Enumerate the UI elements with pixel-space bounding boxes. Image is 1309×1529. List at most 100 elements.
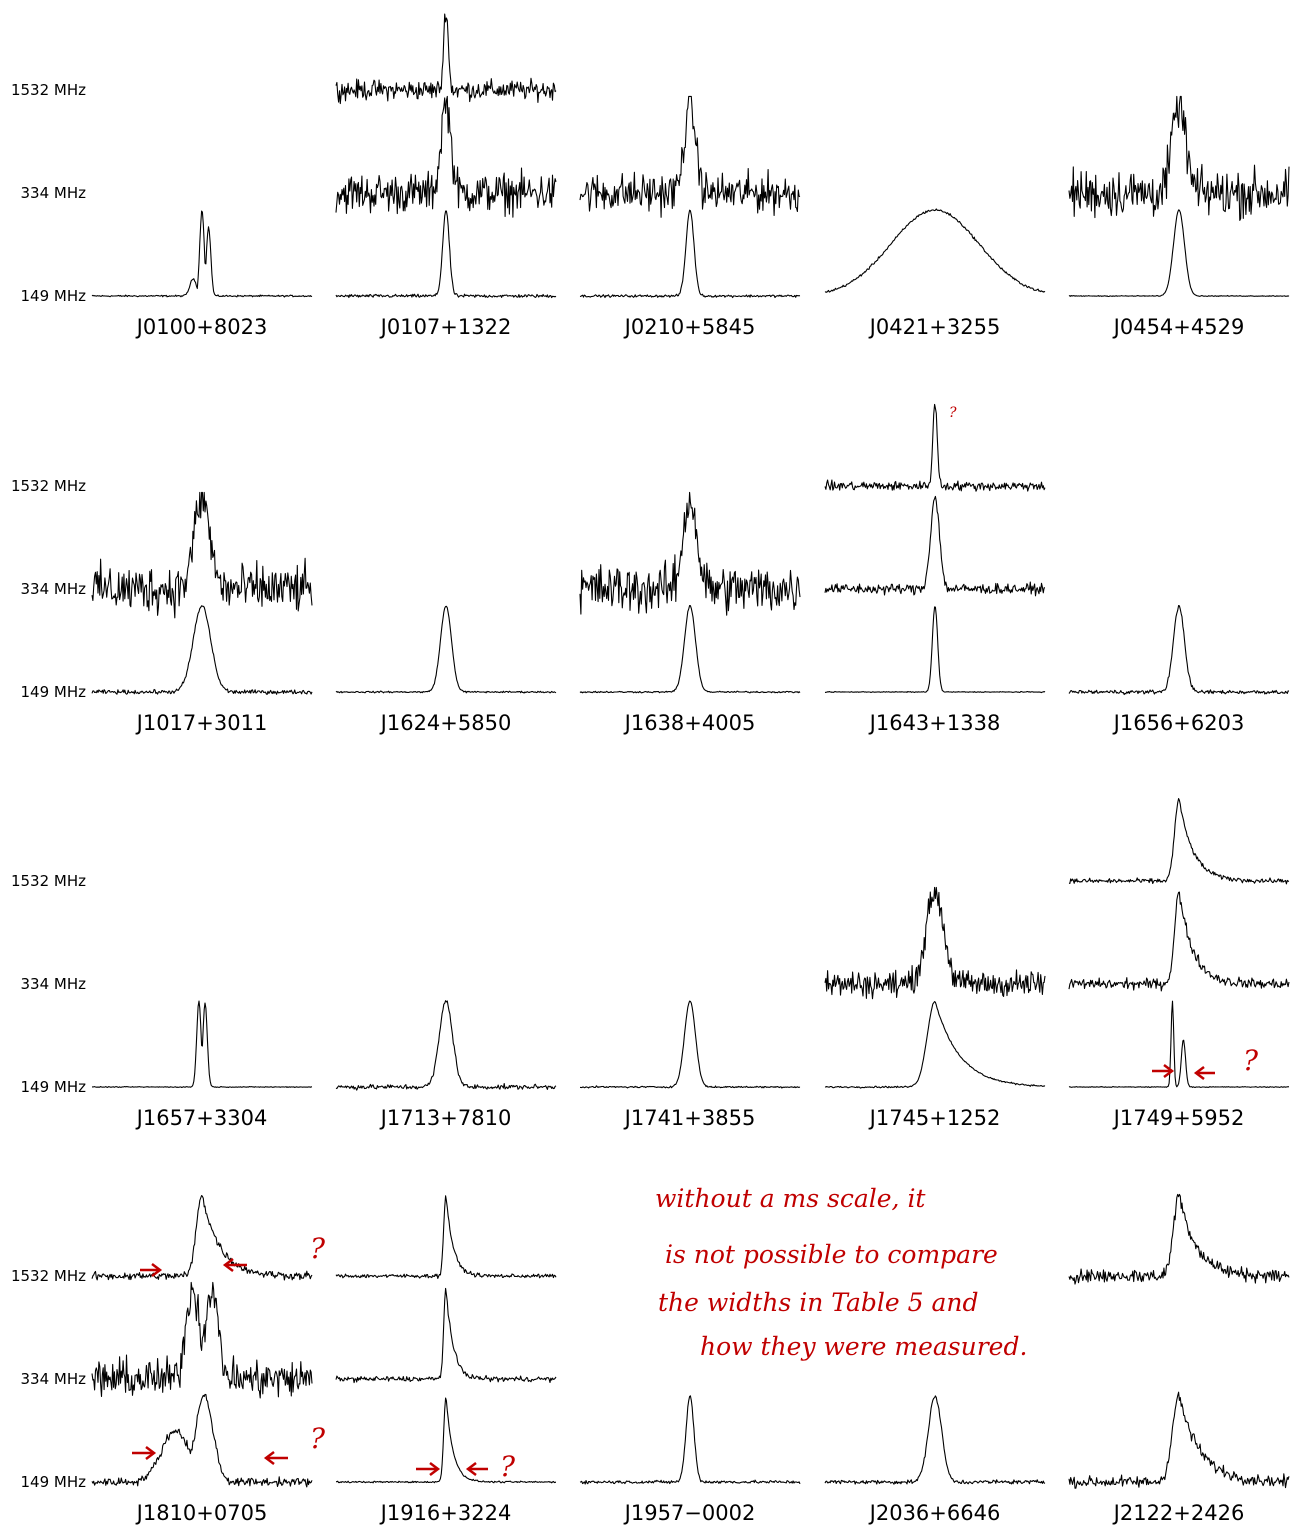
- reviewer-note-line-3: the widths in Table 5 and: [658, 1288, 979, 1317]
- frequency-label: 334 MHz: [21, 184, 87, 202]
- profile-1532-mhz: [824, 403, 1046, 492]
- profile-149-mhz: [335, 210, 557, 299]
- profile-334-mhz: [824, 886, 1046, 1000]
- panel-J1643+1338: J1643+1338: [824, 403, 1046, 735]
- profile-1532-mhz: [335, 13, 557, 105]
- pulsar-name: J1657+3304: [135, 1106, 268, 1130]
- panel-J1713+7810: J1713+7810: [335, 1000, 557, 1130]
- panel-J2036+6646: J2036+6646: [824, 1395, 1046, 1525]
- pulsar-name: J1749+5952: [1112, 1106, 1245, 1130]
- frequency-label: 149 MHz: [21, 287, 87, 305]
- frequency-label: 1532 MHz: [11, 81, 86, 99]
- profile-149-mhz: [580, 1000, 801, 1089]
- profile-149-mhz: [92, 1000, 313, 1089]
- panel-J0454+4529: J0454+4529: [1068, 95, 1290, 339]
- pulsar-name: J0421+3255: [868, 315, 1001, 339]
- annotation-arrow: [1193, 1066, 1215, 1080]
- profile-149-mhz: [1068, 1391, 1290, 1489]
- annotation-question-mark: ?: [949, 405, 957, 421]
- profile-334-mhz: [579, 95, 801, 218]
- annotation-question-mark: ?: [500, 1450, 516, 1483]
- pulsar-name: J0210+5845: [623, 315, 756, 339]
- panel-J1656+6203: J1656+6203: [1068, 604, 1290, 735]
- pulsar-name: J2036+6646: [868, 1501, 1001, 1525]
- annotation-arrow: [132, 1446, 157, 1460]
- profile-149-mhz: [1068, 1000, 1290, 1089]
- frequency-label: 149 MHz: [21, 1078, 87, 1096]
- profile-149-mhz: [91, 1393, 313, 1488]
- pulsar-name: J1916+3224: [379, 1501, 512, 1525]
- pulsar-name: J0107+1322: [379, 315, 512, 339]
- profile-149-mhz: [335, 605, 557, 694]
- profile-149-mhz: [824, 1395, 1046, 1485]
- annotation-question-mark: ?: [1243, 1044, 1259, 1077]
- profile-334-mhz: [824, 495, 1045, 597]
- panel-J0210+5845: J0210+5845: [579, 95, 801, 339]
- profile-149-mhz: [824, 606, 1046, 694]
- panel-J0100+8023: J0100+8023: [91, 210, 313, 339]
- profile-1532-mhz: [335, 1195, 557, 1279]
- pulsar-name: J1741+3855: [623, 1106, 756, 1130]
- pulsar-name: J0454+4529: [1112, 315, 1245, 339]
- profile-334-mhz: [91, 1281, 313, 1399]
- panel-J1745+1252: J1745+1252: [824, 886, 1046, 1130]
- annotation-arrow: [416, 1462, 441, 1476]
- frequency-label: 334 MHz: [21, 580, 87, 598]
- profile-1532-mhz: [91, 1195, 313, 1281]
- pulsar-name: J1656+6203: [1112, 711, 1245, 735]
- pulsar-name: J1643+1338: [868, 711, 1001, 735]
- frequency-label: 1532 MHz: [11, 477, 86, 495]
- pulsar-name: J1957−0002: [623, 1501, 756, 1525]
- pulsar-name: J2122+2426: [1112, 1501, 1245, 1525]
- profile-149-mhz: [579, 209, 801, 299]
- panel-J1916+3224: J1916+3224: [335, 1195, 557, 1525]
- annotation-arrow: [222, 1258, 247, 1272]
- panel-J2122+2426: J2122+2426: [1068, 1193, 1290, 1525]
- annotation-arrow: [1152, 1064, 1175, 1078]
- profile-149-mhz: [1068, 604, 1290, 696]
- reviewer-note-line-2: is not possible to compare: [665, 1240, 998, 1269]
- profile-149-mhz: [1068, 209, 1290, 298]
- annotation-arrow: [140, 1263, 163, 1277]
- pulsar-name: J1713+7810: [379, 1106, 512, 1130]
- panel-J1017+3011: J1017+3011: [91, 491, 313, 735]
- profile-149-mhz: [824, 208, 1046, 293]
- annotation-question-mark: ?: [310, 1232, 326, 1265]
- profile-149-mhz: [824, 1001, 1046, 1089]
- pulsar-name: J0100+8023: [135, 315, 268, 339]
- profile-334-mhz: [91, 491, 313, 619]
- profile-1532-mhz: [1068, 1193, 1290, 1285]
- profile-149-mhz: [91, 605, 313, 695]
- panel-J1749+5952: J1749+5952: [1068, 798, 1290, 1130]
- pulsar-name: J1745+1252: [868, 1106, 1001, 1130]
- profile-334-mhz: [335, 1287, 557, 1384]
- pulsar-name: J1624+5850: [379, 711, 512, 735]
- profile-334-mhz: [579, 491, 801, 616]
- frequency-label: 1532 MHz: [11, 872, 86, 890]
- profile-1532-mhz: [1068, 798, 1290, 885]
- panel-J1624+5850: J1624+5850: [335, 605, 557, 735]
- annotation-question-mark: ?: [310, 1422, 326, 1455]
- reviewer-note-line-1: without a ms scale, it: [655, 1184, 926, 1213]
- profile-149-mhz: [579, 605, 801, 694]
- profile-334-mhz: [1068, 891, 1290, 992]
- profile-334-mhz: [335, 95, 557, 218]
- panel-J0421+3255: J0421+3255: [824, 208, 1046, 339]
- panel-J1741+3855: J1741+3855: [580, 1000, 801, 1130]
- profile-149-mhz: [336, 1397, 557, 1484]
- panel-J1957−0002: J1957−0002: [579, 1395, 801, 1525]
- frequency-label: 1532 MHz: [11, 1267, 86, 1285]
- profile-149-mhz: [91, 210, 313, 298]
- frequency-label: 334 MHz: [21, 1370, 87, 1388]
- frequency-label: 334 MHz: [21, 975, 87, 993]
- panel-J1638+4005: J1638+4005: [579, 491, 801, 735]
- annotation-arrow: [263, 1451, 288, 1465]
- frequency-label: 149 MHz: [21, 1473, 87, 1491]
- profile-149-mhz: [579, 1395, 801, 1485]
- pulsar-name: J1638+4005: [623, 711, 756, 735]
- annotation-arrow: [465, 1462, 488, 1476]
- frequency-label: 149 MHz: [21, 683, 87, 701]
- pulsar-name: J1017+3011: [135, 711, 268, 735]
- reviewer-note-line-4: how they were measured.: [700, 1332, 1028, 1361]
